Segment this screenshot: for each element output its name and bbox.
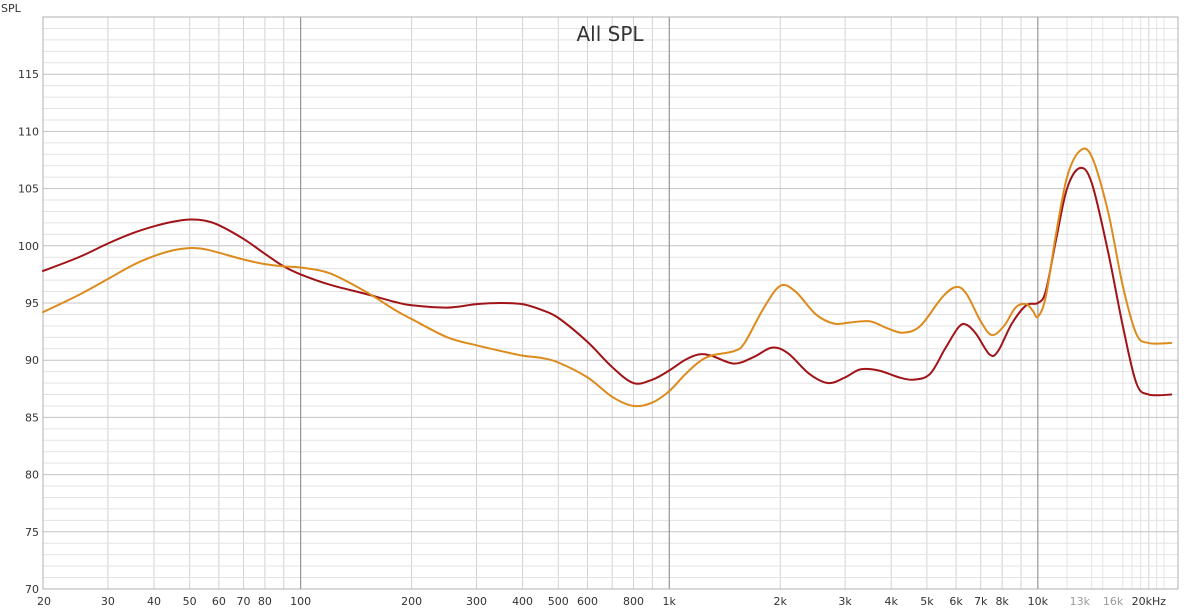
- x-tick-label: 13k: [1070, 595, 1091, 608]
- x-tick-label: 40: [147, 595, 161, 608]
- x-tick-label: 60: [212, 595, 226, 608]
- series-line-2: [42, 147, 1173, 408]
- x-tick-label: 800: [623, 595, 644, 608]
- x-tick-label: 30: [101, 595, 115, 608]
- series-layer: [42, 147, 1173, 408]
- x-tick-label: 80: [258, 595, 272, 608]
- chart-title: All SPL: [576, 22, 644, 46]
- y-tick-label: 100: [18, 240, 39, 253]
- y-tick-label: 110: [18, 125, 39, 138]
- y-tick-label: 95: [25, 297, 39, 310]
- y-tick-label: 75: [25, 526, 39, 539]
- x-tick-label: 500: [548, 595, 569, 608]
- y-tick-labels: 70 75 80 85 90 95 100 105 110 115: [18, 68, 39, 596]
- x-tick-label: 3k: [838, 595, 852, 608]
- y-tick-label: 105: [18, 183, 39, 196]
- y-tick-label: 115: [18, 68, 39, 81]
- x-tick-label: 2k: [774, 595, 788, 608]
- x-tick-label: 10k: [1028, 595, 1049, 608]
- x-tick-label: 400: [512, 595, 533, 608]
- y-tick-label: 70: [25, 583, 39, 596]
- x-tick-label: 20kHz: [1132, 595, 1167, 608]
- x-tick-label: 7k: [974, 595, 988, 608]
- x-tick-label: 6k: [949, 595, 963, 608]
- x-tick-label: 600: [577, 595, 598, 608]
- y-tick-label: 85: [25, 411, 39, 424]
- x-tick-label: 300: [466, 595, 487, 608]
- x-tick-label: 20: [37, 595, 51, 608]
- x-tick-label: 8k: [995, 595, 1009, 608]
- y-axis-label: SPL: [1, 2, 22, 15]
- plot-frame: [42, 16, 1179, 590]
- series-line-1: [42, 166, 1173, 397]
- x-tick-label: 100: [290, 595, 311, 608]
- y-tick-label: 80: [25, 469, 39, 482]
- x-tick-label: 70: [237, 595, 251, 608]
- x-tick-label: 200: [401, 595, 422, 608]
- x-tick-label: 16k: [1103, 595, 1124, 608]
- x-tick-label: 5k: [920, 595, 934, 608]
- x-tick-label: 50: [183, 595, 197, 608]
- x-tick-label: 4k: [884, 595, 898, 608]
- y-tick-label: 90: [25, 354, 39, 367]
- x-tick-labels: 20 30 40 50 60 70 80 100 200 300 400 500 600 800 1k 2k 3…: [37, 595, 1166, 608]
- x-tick-label: 1k: [663, 595, 677, 608]
